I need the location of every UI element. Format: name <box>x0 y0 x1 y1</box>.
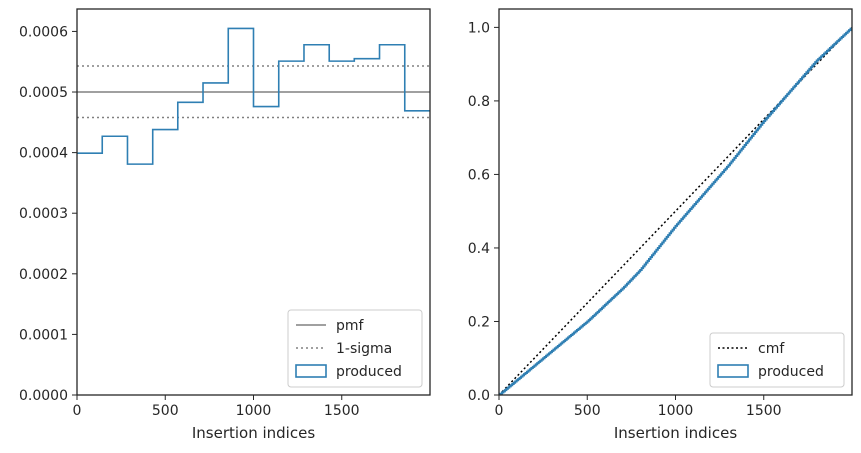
produced-point <box>534 365 535 366</box>
x-axis-label: Insertion indices <box>614 424 737 442</box>
x-tick-label: 0 <box>73 403 82 419</box>
produced-point <box>587 321 588 322</box>
produced-cumulative-step <box>499 27 852 395</box>
produced-point <box>675 225 676 226</box>
x-tick-label: 0 <box>495 403 504 419</box>
x-tick-label: 1500 <box>746 403 782 419</box>
legend: pmf 1-sigma produced <box>287 309 423 388</box>
legend: cmf produced <box>709 332 845 388</box>
produced-point <box>728 165 729 166</box>
x-tick-label: 500 <box>152 403 179 419</box>
produced-point <box>622 288 623 289</box>
y-tick-label: 0.8 <box>468 94 490 110</box>
legend-label: pmf <box>336 318 365 334</box>
produced-point <box>693 205 694 206</box>
plot-area <box>499 26 852 395</box>
right-chart-cmf: 0 500 1000 1500 0.0 0.2 0.4 0.6 0.8 1.0 Insertion … <box>468 8 853 442</box>
axes-frame <box>76 8 431 396</box>
legend-handle-produced <box>717 364 749 378</box>
y-tick-label: 0.6 <box>468 167 490 183</box>
legend-box <box>287 309 423 388</box>
produced-point <box>604 304 605 305</box>
y-tick-label: 0.4 <box>468 241 490 257</box>
legend-label: cmf <box>758 341 785 357</box>
x-tick-label: 500 <box>574 403 601 419</box>
y-tick-label: 0.0004 <box>19 146 68 162</box>
x-tick-label: 1000 <box>658 403 694 419</box>
produced-point <box>746 143 747 144</box>
x-tick-label: 1000 <box>236 403 272 419</box>
y-tick-label: 0.0005 <box>19 85 68 101</box>
y-tick-label: 1.0 <box>468 20 490 36</box>
produced-point <box>569 336 570 337</box>
x-tick-label: 1500 <box>324 403 360 419</box>
legend-handle-produced <box>295 364 327 378</box>
produced-point <box>640 270 641 271</box>
y-tick-label: 0.0002 <box>19 267 68 283</box>
x-axis-label: Insertion indices <box>192 424 315 442</box>
y-tick-label: 0.0003 <box>19 206 68 222</box>
plot-area <box>77 27 430 165</box>
produced-point <box>551 350 552 351</box>
left-chart-pmf: 0 500 1000 1500 0.0000 0.0001 0.0002 0.0003 0.00… <box>19 8 431 442</box>
produced-point <box>799 80 800 81</box>
y-tick-label: 0.0001 <box>19 327 68 343</box>
y-tick-label: 0.0 <box>468 388 490 404</box>
produced-point <box>763 121 764 122</box>
produced-point <box>781 100 782 101</box>
produced-point <box>657 247 658 248</box>
produced-point <box>516 380 517 381</box>
legend-label: 1-sigma <box>336 341 392 357</box>
produced-histogram-step <box>77 27 430 165</box>
legend-label: produced <box>336 364 402 380</box>
produced-point <box>816 60 817 61</box>
produced-point <box>710 185 711 186</box>
legend-box <box>709 332 845 388</box>
y-tick-label: 0.0006 <box>19 24 68 40</box>
y-tick-label: 0.2 <box>468 314 490 330</box>
y-tick-label: 0.0000 <box>19 388 68 404</box>
legend-label: produced <box>758 364 824 380</box>
axes-frame <box>498 8 853 396</box>
produced-point <box>834 43 835 44</box>
